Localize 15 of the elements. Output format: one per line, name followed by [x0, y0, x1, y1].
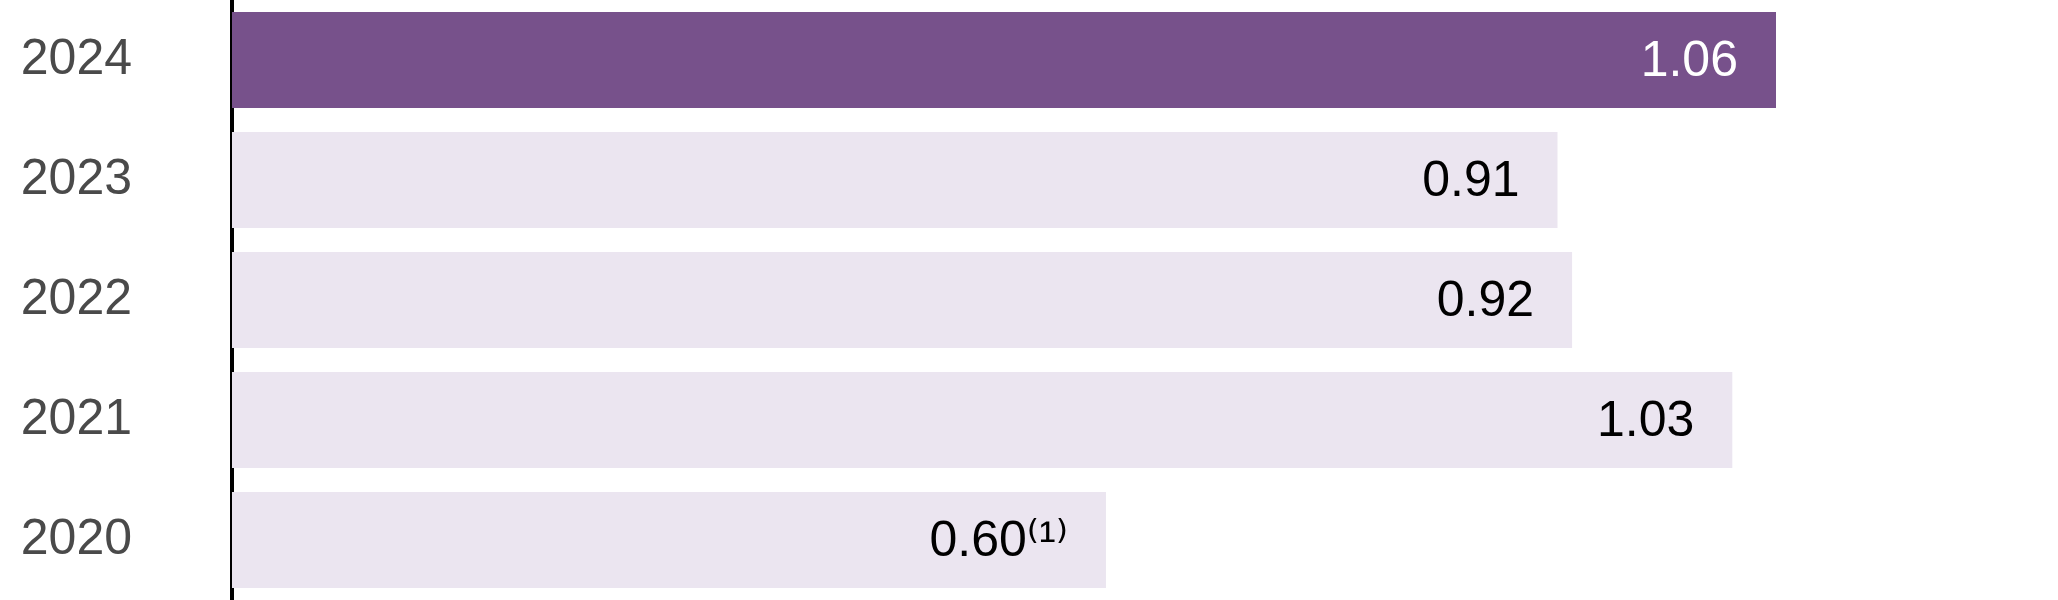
bar	[232, 492, 1106, 588]
data-label: 0.92	[1436, 270, 1535, 327]
data-label: 1.06	[1640, 30, 1738, 87]
data-label: 0.60⁽¹⁾	[929, 510, 1068, 567]
data-label: 0.91	[1422, 150, 1520, 207]
bar	[232, 12, 1776, 108]
bar	[232, 132, 1558, 228]
y-tick-label: 2020	[20, 508, 132, 565]
data-label: 1.03	[1596, 390, 1695, 447]
bar	[232, 372, 1733, 468]
y-tick-label: 2021	[20, 388, 132, 445]
bar	[232, 252, 1573, 348]
y-tick-label: 2022	[20, 268, 132, 325]
y-tick-label: 2024	[20, 28, 132, 85]
y-tick-label: 2023	[20, 148, 132, 205]
